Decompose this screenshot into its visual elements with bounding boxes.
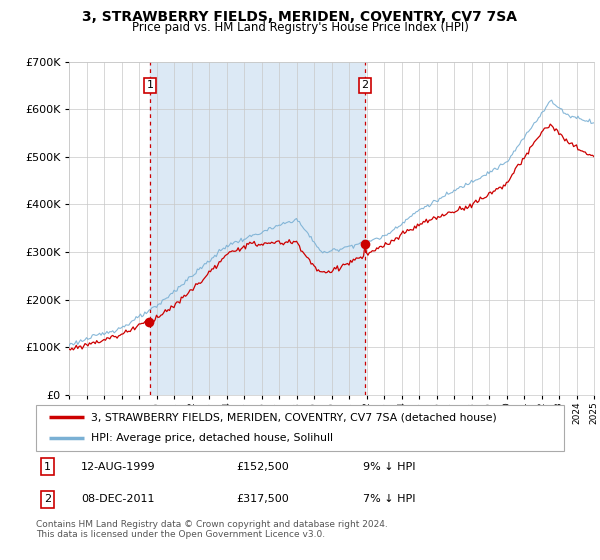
- Text: 08-DEC-2011: 08-DEC-2011: [81, 494, 154, 505]
- Text: 1: 1: [44, 461, 51, 472]
- Text: 3, STRAWBERRY FIELDS, MERIDEN, COVENTRY, CV7 7SA (detached house): 3, STRAWBERRY FIELDS, MERIDEN, COVENTRY,…: [91, 412, 497, 422]
- Text: Contains HM Land Registry data © Crown copyright and database right 2024.
This d: Contains HM Land Registry data © Crown c…: [36, 520, 388, 539]
- Text: £317,500: £317,500: [236, 494, 289, 505]
- Text: Price paid vs. HM Land Registry's House Price Index (HPI): Price paid vs. HM Land Registry's House …: [131, 21, 469, 34]
- Text: 9% ↓ HPI: 9% ↓ HPI: [364, 461, 416, 472]
- Text: £152,500: £152,500: [236, 461, 289, 472]
- Text: 7% ↓ HPI: 7% ↓ HPI: [364, 494, 416, 505]
- Text: 1: 1: [146, 81, 154, 90]
- Text: 3, STRAWBERRY FIELDS, MERIDEN, COVENTRY, CV7 7SA: 3, STRAWBERRY FIELDS, MERIDEN, COVENTRY,…: [83, 10, 517, 24]
- Text: HPI: Average price, detached house, Solihull: HPI: Average price, detached house, Soli…: [91, 433, 334, 444]
- Bar: [150, 62, 365, 395]
- Text: 2: 2: [362, 81, 368, 90]
- Text: 12-AUG-1999: 12-AUG-1999: [81, 461, 155, 472]
- FancyBboxPatch shape: [36, 405, 564, 451]
- Text: 2: 2: [44, 494, 51, 505]
